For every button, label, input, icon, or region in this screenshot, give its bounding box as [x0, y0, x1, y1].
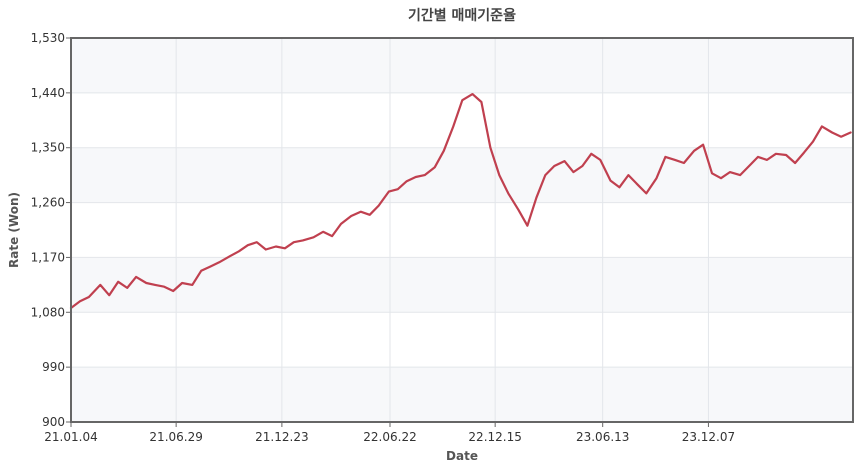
- plot-band: [71, 202, 853, 258]
- x-tick-label: 23.12.07: [682, 430, 735, 444]
- x-tick-label: 21.06.29: [149, 430, 202, 444]
- y-tick-label: 1,170: [31, 250, 65, 264]
- series-line: [69, 92, 852, 310]
- plot-area: [71, 38, 853, 422]
- y-tick-label: 1,530: [31, 31, 65, 45]
- y-tick-label: 1,350: [31, 141, 65, 155]
- y-tick-label: 990: [42, 360, 65, 374]
- plot-frame: [70, 37, 854, 423]
- plot-band: [71, 38, 853, 93]
- y-axis-title: Rate (Won): [7, 192, 21, 268]
- series-layer: [69, 92, 852, 310]
- x-tick-label: 22.12.15: [468, 430, 521, 444]
- x-tick-label: 21.01.04: [44, 430, 97, 444]
- plot-band: [71, 367, 853, 422]
- y-axis: 900 990 1,080 1,170 1,260 1,350 1,440 1,530: [31, 31, 71, 429]
- x-axis-title: Date: [446, 449, 478, 463]
- x-tick-label: 23.06.13: [576, 430, 629, 444]
- x-axis: 21.01.04 21.06.29 21.12.23 22.06.22 22.12.15…: [44, 422, 735, 444]
- plot-band: [71, 257, 853, 313]
- y-tick-label: 900: [42, 415, 65, 429]
- y-tick-label: 1,440: [31, 86, 65, 100]
- chart-title: 기간별 매매기준율: [408, 7, 516, 24]
- plot-band: [71, 312, 853, 368]
- y-tick-label: 1,080: [31, 305, 65, 319]
- x-tick-label: 22.06.22: [363, 430, 416, 444]
- y-tick-label: 1,260: [31, 196, 65, 210]
- x-tick-label: 21.12.23: [255, 430, 308, 444]
- plot-band: [71, 147, 853, 203]
